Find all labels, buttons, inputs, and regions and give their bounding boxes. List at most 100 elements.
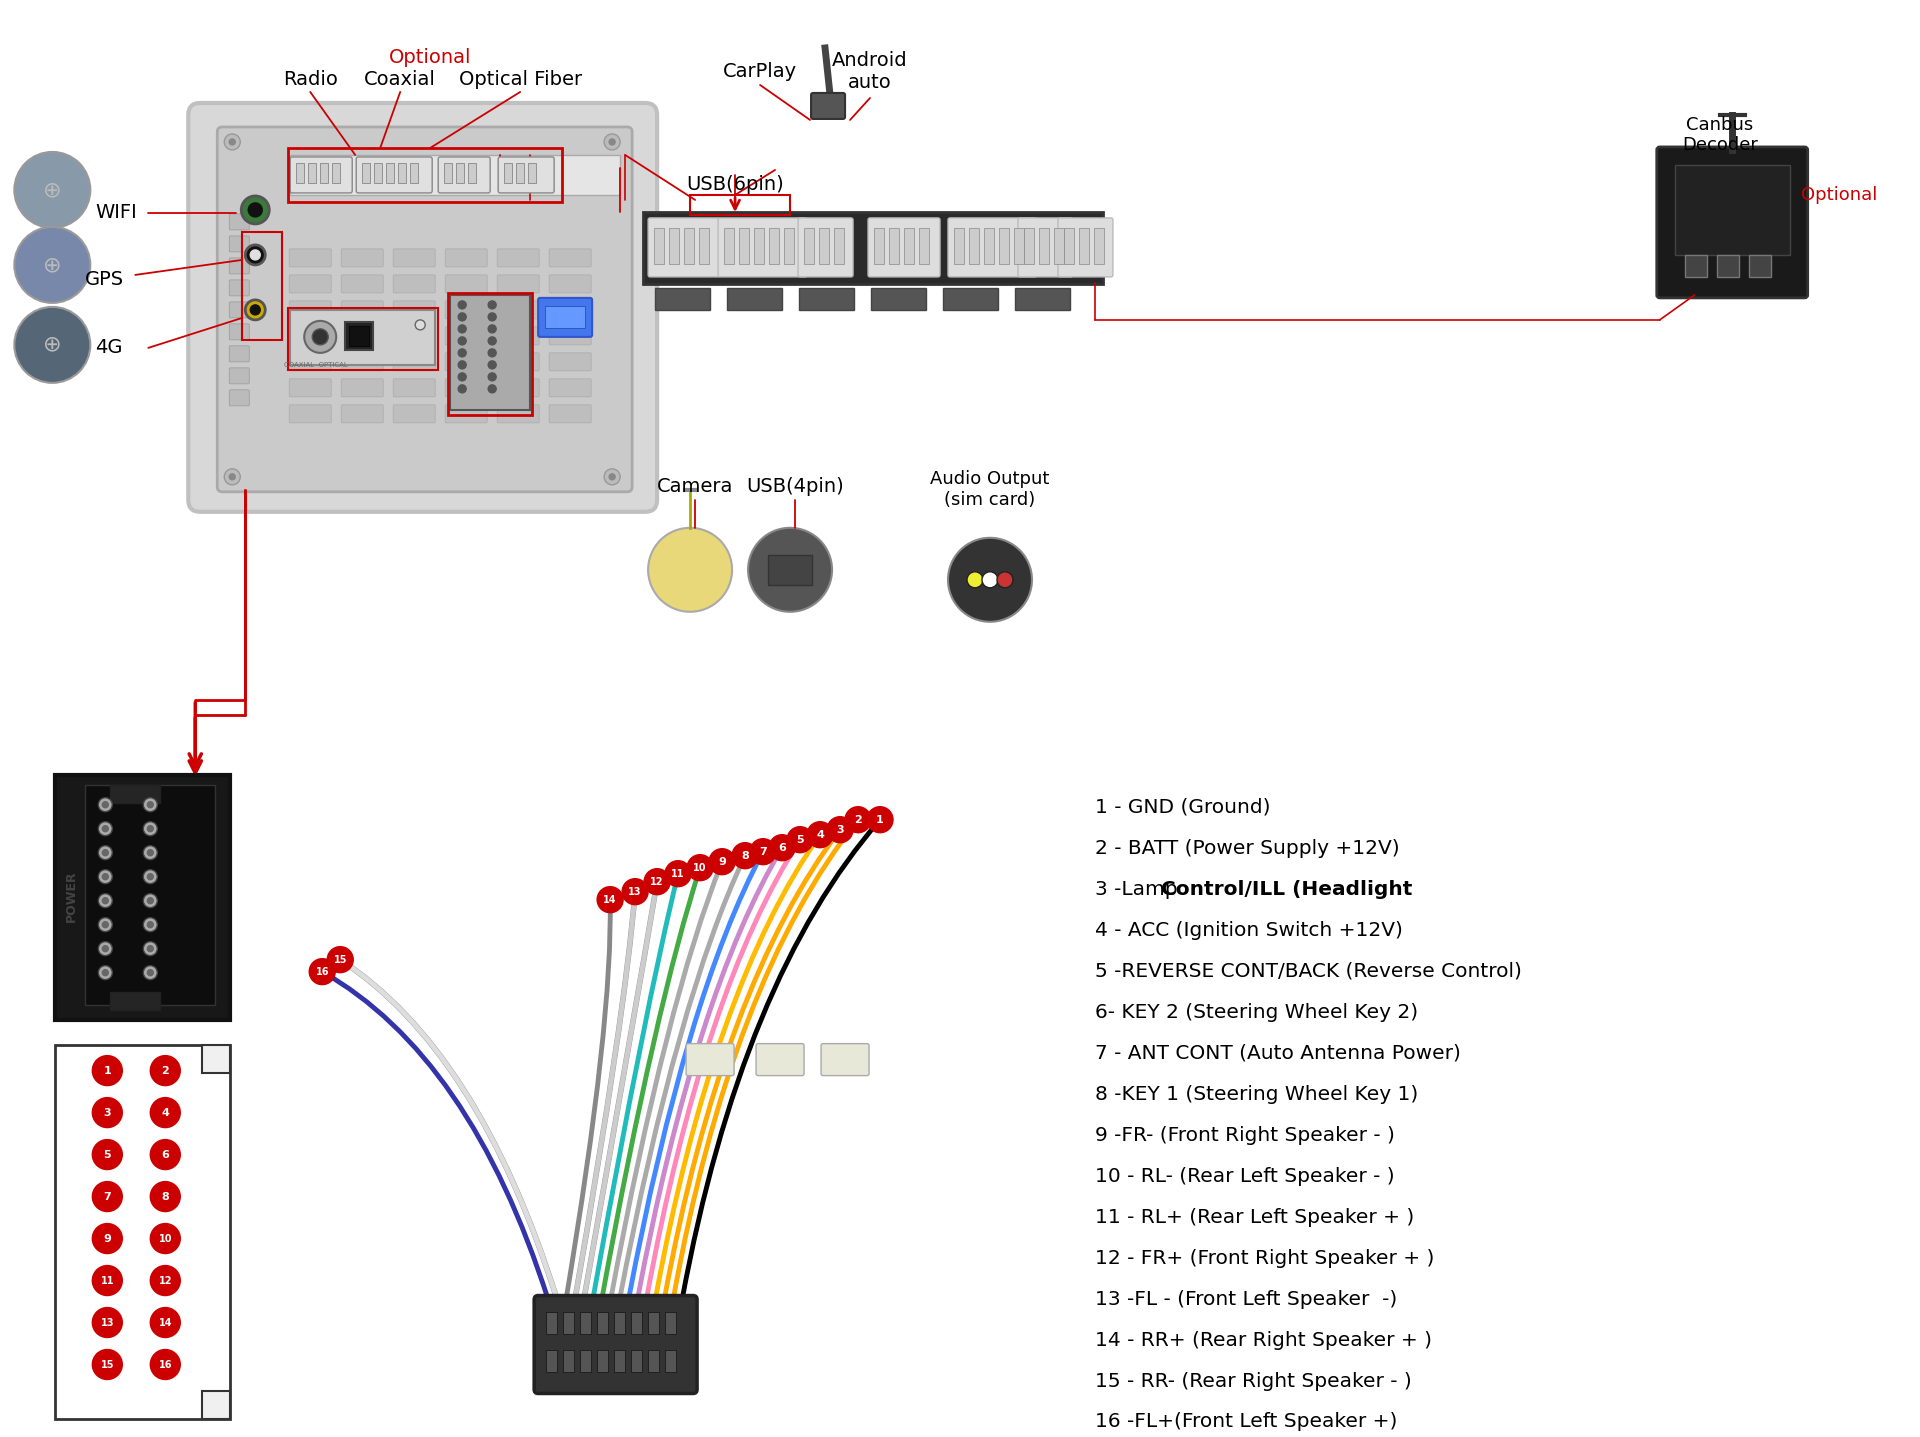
FancyBboxPatch shape — [497, 300, 540, 319]
Bar — [872, 287, 925, 310]
FancyBboxPatch shape — [290, 274, 332, 293]
Text: Control/ILL (Headlight: Control/ILL (Headlight — [1160, 879, 1419, 898]
Circle shape — [148, 802, 154, 808]
FancyBboxPatch shape — [394, 300, 436, 319]
Text: 11 - RL+ (Rear Left Speaker + ): 11 - RL+ (Rear Left Speaker + ) — [1094, 1207, 1415, 1227]
Text: 11: 11 — [672, 869, 685, 878]
FancyBboxPatch shape — [445, 326, 488, 345]
Text: Coaxial: Coaxial — [365, 70, 436, 89]
FancyBboxPatch shape — [549, 405, 591, 422]
Bar — [724, 228, 733, 264]
FancyBboxPatch shape — [290, 379, 332, 397]
Circle shape — [770, 835, 795, 861]
Bar — [597, 1349, 609, 1371]
Circle shape — [102, 874, 108, 879]
Circle shape — [102, 970, 108, 976]
Text: 14: 14 — [159, 1318, 173, 1328]
Circle shape — [246, 244, 265, 264]
Circle shape — [150, 1140, 180, 1170]
Text: 14 - RR+ (Rear Right Speaker + ): 14 - RR+ (Rear Right Speaker + ) — [1094, 1331, 1432, 1349]
Circle shape — [609, 474, 614, 480]
Text: 16: 16 — [315, 967, 328, 977]
Bar — [290, 155, 620, 195]
Text: Radio: Radio — [282, 70, 338, 89]
Circle shape — [148, 946, 154, 951]
Bar — [386, 162, 394, 182]
Bar — [1016, 287, 1069, 310]
Circle shape — [92, 1056, 123, 1085]
Text: CarPlay: CarPlay — [724, 62, 797, 82]
FancyBboxPatch shape — [445, 354, 488, 371]
Bar — [889, 228, 899, 264]
Text: 5: 5 — [797, 835, 804, 845]
FancyBboxPatch shape — [497, 326, 540, 345]
FancyBboxPatch shape — [394, 379, 436, 397]
FancyBboxPatch shape — [438, 157, 490, 193]
Text: 4G: 4G — [96, 338, 123, 358]
FancyBboxPatch shape — [342, 274, 384, 293]
FancyBboxPatch shape — [290, 300, 332, 319]
Text: 1 - GND (Ground): 1 - GND (Ground) — [1094, 798, 1271, 816]
Text: 3 -Lamp: 3 -Lamp — [1094, 879, 1185, 898]
Text: Audio Output
(sim card): Audio Output (sim card) — [931, 470, 1050, 509]
Circle shape — [150, 1223, 180, 1253]
FancyBboxPatch shape — [799, 218, 852, 277]
FancyBboxPatch shape — [228, 214, 250, 230]
Circle shape — [150, 1266, 180, 1296]
Bar — [1039, 228, 1048, 264]
Bar — [349, 326, 369, 346]
Bar — [309, 162, 317, 182]
Bar — [649, 1312, 659, 1334]
Circle shape — [459, 361, 467, 369]
Circle shape — [144, 869, 157, 884]
Text: 14: 14 — [603, 895, 616, 905]
Text: 7: 7 — [758, 846, 766, 856]
Bar — [904, 228, 914, 264]
Circle shape — [948, 537, 1031, 622]
Circle shape — [415, 320, 424, 331]
Bar — [563, 1312, 574, 1334]
Circle shape — [996, 572, 1014, 588]
Circle shape — [144, 822, 157, 836]
Bar — [699, 228, 708, 264]
Circle shape — [98, 869, 111, 884]
Circle shape — [605, 134, 620, 149]
Circle shape — [98, 966, 111, 980]
Circle shape — [13, 152, 90, 228]
Circle shape — [98, 846, 111, 859]
Bar — [874, 228, 883, 264]
Bar — [84, 785, 215, 1004]
Bar — [643, 211, 1102, 285]
FancyBboxPatch shape — [1018, 218, 1073, 277]
Circle shape — [488, 300, 495, 309]
Circle shape — [708, 849, 735, 875]
Circle shape — [459, 313, 467, 320]
Bar — [820, 228, 829, 264]
Circle shape — [92, 1140, 123, 1170]
Circle shape — [459, 372, 467, 381]
Circle shape — [13, 227, 90, 303]
FancyBboxPatch shape — [549, 300, 591, 319]
Bar — [202, 1391, 230, 1420]
Circle shape — [488, 325, 495, 333]
Bar — [799, 287, 854, 310]
Circle shape — [751, 839, 776, 865]
FancyBboxPatch shape — [445, 249, 488, 267]
Circle shape — [326, 947, 353, 973]
FancyBboxPatch shape — [549, 379, 591, 397]
Text: 4 - ACC (Ignition Switch +12V): 4 - ACC (Ignition Switch +12V) — [1094, 921, 1404, 940]
Circle shape — [787, 826, 812, 852]
Circle shape — [981, 572, 998, 588]
Text: POWER: POWER — [65, 871, 79, 923]
Bar — [56, 1045, 230, 1420]
Bar — [580, 1349, 591, 1371]
Bar — [1054, 228, 1064, 264]
FancyBboxPatch shape — [228, 389, 250, 405]
Bar — [954, 228, 964, 264]
Text: Camera: Camera — [657, 477, 733, 496]
Circle shape — [459, 336, 467, 345]
Circle shape — [732, 842, 758, 869]
Text: Android
auto: Android auto — [831, 52, 908, 92]
Text: Optical Fiber: Optical Fiber — [459, 70, 582, 89]
Bar — [505, 162, 513, 182]
